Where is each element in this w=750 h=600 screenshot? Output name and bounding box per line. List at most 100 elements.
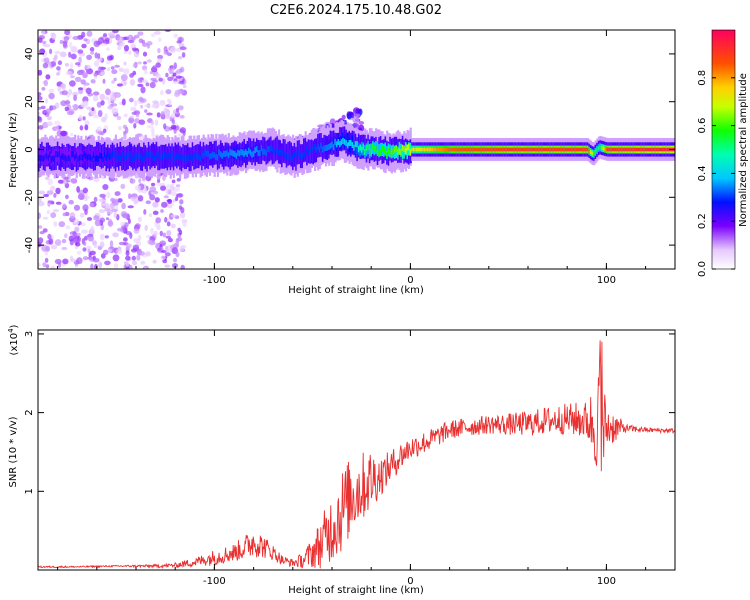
heatmap-speckle [93,72,98,77]
heatmap-speckle [159,101,166,106]
heatmap-speckle [38,201,45,207]
heatmap-speckle [165,89,172,95]
heatmap-speckle [38,95,43,101]
heatmap-speckle [179,211,186,219]
heatmap-cell [477,147,480,152]
heatmap-speckle [84,124,89,131]
heatmap-speckle [82,204,89,212]
heatmap-cell [235,152,238,159]
heatmap-cell [89,154,92,161]
heatmap-speckle [49,48,53,55]
heatmap-speckle [150,120,154,126]
heatmap-cell [299,152,303,159]
heatmap-cell [218,150,221,164]
heatmap-speckle [73,218,80,225]
heatmap-speckle [58,221,66,228]
heatmap-cell [174,155,177,162]
heatmap-cell [415,147,419,152]
heatmap-speckle [165,245,169,252]
heatmap-speckle [164,252,171,257]
heatmap-speckle [76,186,80,193]
heatmap-speckle [38,225,43,229]
heatmap-cell [473,147,477,152]
heatmap-cell [58,150,61,157]
heatmap-cell [401,144,404,151]
heatmap-speckle [61,90,68,96]
heatmap-speckle [143,266,148,269]
heatmap-speckle [157,222,161,229]
heatmap-cell [259,150,262,156]
heatmap-cell [190,153,193,160]
heatmap-cell [337,139,340,145]
heatmap-speckle [352,115,360,124]
heatmap-speckle [104,113,108,120]
heatmap-cell [146,151,149,158]
heatmap-cell [69,156,72,163]
heatmap-cell [389,150,392,157]
heatmap-speckle [82,247,87,252]
heatmap-cell [401,146,404,160]
heatmap-speckle [140,98,147,103]
heatmap-speckle [43,79,49,87]
heatmap-cell [273,149,276,155]
heatmap-cell [368,145,371,159]
heatmap-speckle [163,123,167,130]
heatmap-speckle [133,200,138,205]
heatmap-speckle [78,56,82,64]
heatmap-speckle [89,250,96,256]
heatmap-cell [441,147,444,152]
heatmap-speckle [134,118,140,124]
heatmap-cell [641,147,644,152]
heatmap-cell [60,155,63,162]
heatmap-cell [212,151,215,158]
heatmap-cell [660,147,663,152]
heatmap-cell [466,147,469,152]
heatmap-speckle [145,251,151,257]
heatmap-cell [252,150,255,157]
heatmap-speckle [155,62,161,68]
heatmap-cell [245,149,248,156]
heatmap-cell [67,154,70,161]
heatmap-cell [624,147,627,152]
heatmap-speckle [64,63,70,67]
snr-series-line [38,340,675,569]
heatmap-speckle [76,232,81,236]
heatmap-cell [307,149,310,156]
heatmap-speckle [74,226,80,233]
heatmap-cell [392,149,395,156]
heatmap-speckle [49,185,56,191]
heatmap-cell [100,153,103,160]
heatmap-speckle [43,44,51,48]
heatmap-cell [519,147,522,152]
heatmap-cell [246,151,249,157]
heatmap-cell [436,147,439,152]
heatmap-speckle [54,50,61,55]
heatmap-speckle [129,178,136,184]
heatmap-speckle [105,59,111,65]
heatmap-cell [635,147,638,152]
heatmap-speckle [86,106,92,110]
heatmap-speckle [42,262,47,268]
heatmap-cell [621,147,624,152]
heatmap-cell [194,151,197,158]
heatmap-cell [107,152,110,166]
heatmap-speckle [129,79,136,86]
heatmap-cell [304,152,307,158]
heatmap-cell [317,144,320,150]
heatmap-cell [384,147,387,154]
heatmap-cell [602,146,605,151]
heatmap-cell [480,147,483,152]
heatmap-cell [88,153,91,160]
heatmap-cell [177,147,180,161]
heatmap-speckle [113,211,118,218]
heatmap-cell [346,133,350,147]
heatmap-speckle [78,115,83,121]
heatmap-speckle [52,208,60,213]
heatmap-cell [582,147,585,152]
heatmap-speckle [111,107,119,115]
heatmap-speckle [137,234,142,241]
heatmap-cell [604,147,607,151]
heatmap-speckle [84,120,90,126]
heatmap-speckle [59,51,67,58]
heatmap-cell [494,147,497,152]
